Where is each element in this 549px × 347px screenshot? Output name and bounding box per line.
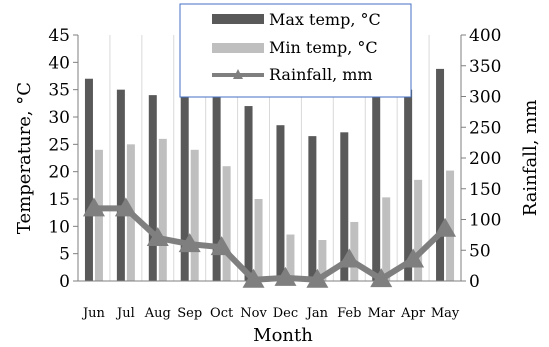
x-tick-label: Oct	[210, 306, 234, 321]
legend-label-min-temp: Min temp, °C	[269, 38, 378, 57]
bar-max-temp-apr	[404, 89, 413, 282]
y-tick-label: 45	[48, 26, 70, 46]
y-tick-label: 35	[48, 81, 70, 101]
y-tick-label: 15	[48, 190, 70, 210]
y2-tick-label: 250	[469, 118, 501, 138]
bar-max-temp-may	[436, 68, 445, 281]
x-tick-label: Jul	[115, 306, 135, 321]
y2-axis-title: Rainfall, mm	[520, 100, 541, 217]
bar-max-temp-aug	[148, 95, 157, 281]
x-tick-label: Mar	[368, 306, 396, 321]
bar-max-temp-sep	[180, 84, 189, 281]
bar-max-temp-feb	[340, 132, 349, 281]
x-tick-label: Jan	[305, 306, 329, 321]
y-tick-label: 40	[48, 53, 70, 73]
rainfall-marker-apr	[402, 248, 425, 268]
x-tick-label: Sep	[177, 306, 202, 321]
bar-min-temp-sep	[190, 149, 199, 281]
legend: Max temp, °C Min temp, °C Rainfall, mm	[179, 3, 412, 98]
x-tick-label: Apr	[400, 306, 426, 321]
x-tick-label: Aug	[144, 306, 171, 321]
rainfall-marker-jan	[306, 268, 329, 288]
bar-max-temp-jul	[116, 89, 125, 282]
legend-label-max-temp: Max temp, °C	[269, 10, 381, 29]
y-tick-label: 25	[48, 135, 70, 155]
rainfall-marker-oct	[210, 236, 233, 256]
bar-min-temp-oct	[222, 166, 231, 281]
bar-max-temp-jan	[308, 136, 317, 281]
rainfall-marker-may	[434, 217, 457, 237]
bar-min-temp-dec	[286, 234, 295, 281]
y-tick-label: 5	[59, 245, 70, 265]
bar-max-temp-oct	[212, 89, 221, 282]
rainfall-marker-feb	[338, 248, 361, 268]
rainfall-marker-jun	[82, 197, 105, 217]
x-tick-label: Feb	[337, 306, 361, 321]
x-axis-title: Month	[253, 325, 313, 346]
bar-min-temp-aug	[158, 138, 167, 281]
x-tick-label: Jun	[81, 306, 106, 321]
rainfall-marker-mar	[370, 268, 393, 288]
legend-swatch-rainfall-marker	[233, 69, 243, 79]
bar-min-temp-jan	[318, 240, 327, 281]
y-tick-label: 20	[48, 163, 70, 183]
bar-max-temp-nov	[244, 106, 253, 281]
bar-max-temp-jun	[84, 78, 93, 281]
bar-max-temp-mar	[372, 92, 381, 282]
bar-min-temp-apr	[414, 179, 423, 281]
bar-min-temp-nov	[254, 199, 263, 281]
y2-tick-label: 150	[469, 180, 501, 200]
y2-tick-label: 350	[469, 57, 501, 77]
bar-max-temp-dec	[276, 125, 285, 281]
rainfall-marker-jul	[114, 197, 137, 217]
y-tick-label: 30	[48, 108, 70, 128]
y2-tick-label: 0	[469, 272, 480, 292]
rainfall-marker-sep	[178, 233, 201, 253]
x-tick-label: Nov	[240, 306, 267, 321]
x-tick-label: May	[431, 306, 460, 321]
legend-swatch-max-temp	[212, 14, 264, 24]
axes	[73, 34, 466, 282]
rainfall-marker-aug	[146, 226, 169, 246]
legend-label-rainfall: Rainfall, mm	[269, 65, 373, 84]
y-axis-title: Temperature, °C	[14, 82, 35, 234]
y2-tick-label: 300	[469, 88, 501, 108]
rainfall-marker-nov	[242, 268, 265, 288]
tick-labels: 0 5 10 15 20 25 30 35 40 45 0 50 100 150 200 250 300 350 4…	[48, 26, 501, 321]
bar-min-temp-feb	[350, 221, 359, 281]
bar-min-temp-may	[446, 170, 455, 281]
y2-tick-label: 50	[469, 241, 491, 261]
bar-min-temp-mar	[382, 197, 391, 281]
rainfall-line	[93, 205, 448, 283]
y2-tick-label: 400	[469, 26, 501, 46]
legend-swatch-min-temp	[212, 43, 264, 53]
y-tick-label: 10	[48, 217, 70, 237]
y2-tick-label: 200	[469, 149, 501, 169]
x-tick-label: Dec	[273, 306, 298, 321]
y2-tick-label: 100	[469, 211, 501, 231]
y-tick-label: 0	[59, 272, 70, 292]
